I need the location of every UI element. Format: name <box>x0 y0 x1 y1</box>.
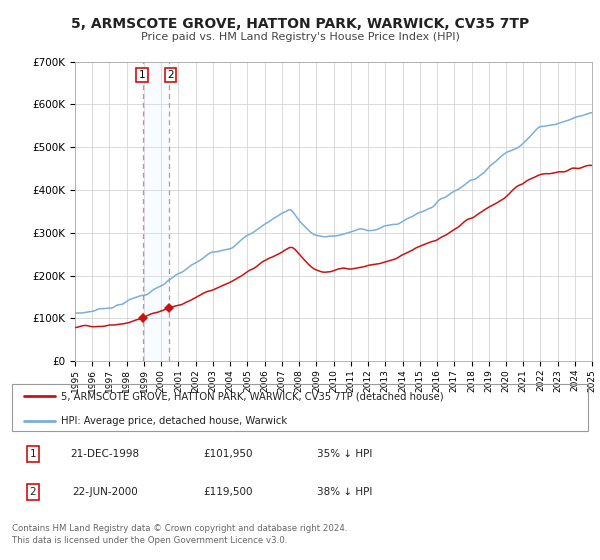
Text: 5, ARMSCOTE GROVE, HATTON PARK, WARWICK, CV35 7TP (detached house): 5, ARMSCOTE GROVE, HATTON PARK, WARWICK,… <box>61 391 443 402</box>
Text: Price paid vs. HM Land Registry's House Price Index (HPI): Price paid vs. HM Land Registry's House … <box>140 32 460 43</box>
Text: Contains HM Land Registry data © Crown copyright and database right 2024.
This d: Contains HM Land Registry data © Crown c… <box>12 524 347 545</box>
Text: £119,500: £119,500 <box>203 487 253 497</box>
Text: 21-DEC-1998: 21-DEC-1998 <box>70 449 140 459</box>
Text: 5, ARMSCOTE GROVE, HATTON PARK, WARWICK, CV35 7TP: 5, ARMSCOTE GROVE, HATTON PARK, WARWICK,… <box>71 17 529 31</box>
Text: 22-JUN-2000: 22-JUN-2000 <box>72 487 138 497</box>
Text: 38% ↓ HPI: 38% ↓ HPI <box>317 487 373 497</box>
Bar <box>143 62 169 361</box>
Text: 1: 1 <box>139 70 145 80</box>
Text: HPI: Average price, detached house, Warwick: HPI: Average price, detached house, Warw… <box>61 417 287 427</box>
Text: £101,950: £101,950 <box>203 449 253 459</box>
Text: 1: 1 <box>29 449 37 459</box>
Text: 2: 2 <box>29 487 37 497</box>
Text: 35% ↓ HPI: 35% ↓ HPI <box>317 449 373 459</box>
Text: 2: 2 <box>167 70 174 80</box>
